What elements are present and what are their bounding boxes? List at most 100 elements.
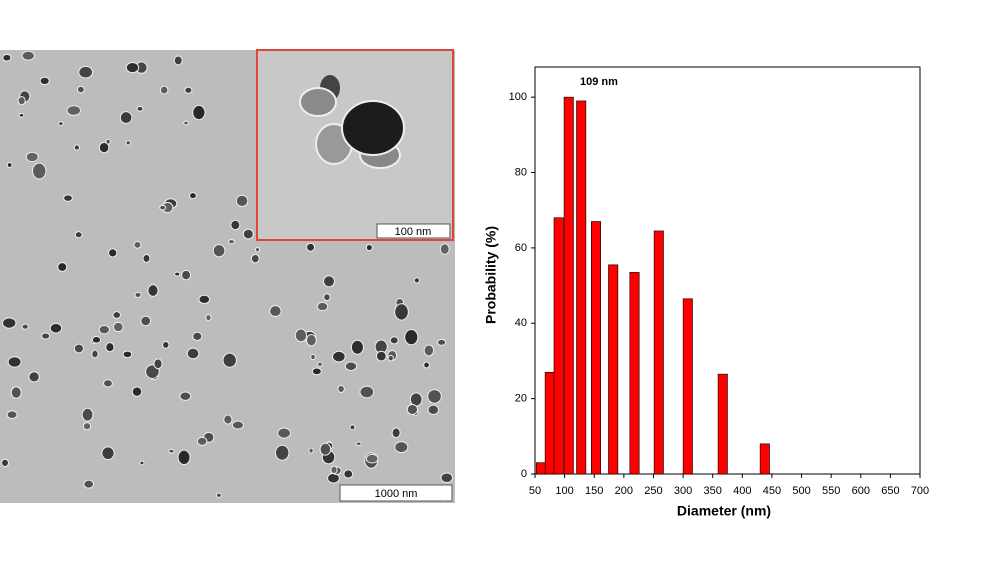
bar [682, 298, 693, 475]
x-tick-label: 600 [852, 485, 870, 497]
particles [1, 50, 454, 502]
particle [66, 105, 82, 116]
scale-label: 1000 nm [375, 488, 418, 500]
particle [365, 453, 379, 464]
particle [332, 350, 346, 363]
particle [274, 444, 290, 461]
x-tick-label: 550 [822, 485, 840, 497]
particle [105, 138, 111, 145]
particle [316, 301, 329, 312]
particle [323, 293, 331, 302]
particle [32, 162, 47, 180]
particle [83, 479, 95, 489]
bar [653, 230, 664, 475]
particle [427, 389, 442, 404]
particle [223, 414, 233, 425]
inset-scale-box [376, 223, 451, 239]
particle [41, 332, 51, 340]
particle [177, 449, 191, 465]
particle [343, 469, 354, 479]
particle [308, 447, 314, 454]
particle [254, 246, 261, 253]
particle [78, 65, 94, 79]
particle [57, 262, 68, 272]
bar [759, 443, 770, 475]
particle [122, 350, 133, 359]
particle [179, 391, 192, 401]
particle [250, 253, 260, 264]
bar [553, 217, 564, 475]
particle [183, 120, 189, 126]
particle [173, 55, 183, 66]
particle [294, 328, 308, 343]
particle [63, 194, 73, 202]
particle [389, 336, 399, 345]
inset-particle [341, 100, 405, 156]
particle [105, 342, 115, 353]
particle [103, 379, 113, 388]
particle [133, 240, 142, 249]
particle [394, 303, 409, 321]
bar [544, 371, 555, 475]
particle [317, 361, 323, 367]
y-tick-label: 100 [509, 91, 527, 103]
particle [406, 403, 419, 415]
y-tick-label: 40 [515, 317, 527, 329]
x-tick-label: 50 [529, 485, 541, 497]
particle [306, 242, 316, 252]
particle [82, 422, 92, 431]
x-tick-label: 300 [674, 485, 692, 497]
particle [375, 350, 387, 362]
particle [181, 269, 192, 281]
particle [136, 105, 144, 112]
particle [227, 239, 235, 245]
particle [139, 460, 145, 466]
particle [269, 305, 282, 318]
particle [184, 86, 193, 94]
particle [2, 53, 12, 62]
particle [192, 331, 203, 341]
particle [21, 323, 29, 330]
bar [717, 373, 728, 475]
bar [563, 96, 574, 475]
bar [608, 264, 619, 475]
particle [140, 315, 152, 327]
particle [198, 294, 211, 305]
particle [355, 441, 362, 447]
particle [365, 243, 373, 252]
particle [91, 349, 99, 359]
particle [439, 243, 450, 255]
x-tick-label: 400 [733, 485, 751, 497]
particle [25, 151, 39, 163]
y-axis-title: Probability (%) [483, 226, 499, 324]
particle [437, 338, 447, 346]
particle [394, 441, 409, 454]
y-tick-label: 20 [515, 393, 527, 405]
particle [6, 162, 13, 168]
bar [576, 100, 587, 475]
particle [125, 61, 140, 74]
annotation: 109 nm [580, 76, 618, 88]
particle [21, 50, 35, 61]
particle [81, 407, 94, 422]
particle [134, 291, 142, 299]
particle [39, 76, 50, 86]
particle [359, 385, 375, 399]
bar [591, 221, 602, 475]
particle [186, 347, 200, 360]
particle [174, 271, 181, 277]
inset-particle [299, 87, 337, 117]
y-tick-label: 0 [521, 468, 527, 480]
y-tick-label: 60 [515, 242, 527, 254]
particle [153, 358, 163, 370]
particle [310, 353, 316, 361]
particle [49, 322, 63, 334]
particle [427, 404, 440, 415]
particle [10, 386, 22, 399]
particle [423, 361, 430, 369]
particle [7, 356, 22, 368]
particle [305, 334, 317, 347]
particle [440, 472, 454, 484]
particle [18, 112, 25, 118]
particle [216, 492, 222, 498]
